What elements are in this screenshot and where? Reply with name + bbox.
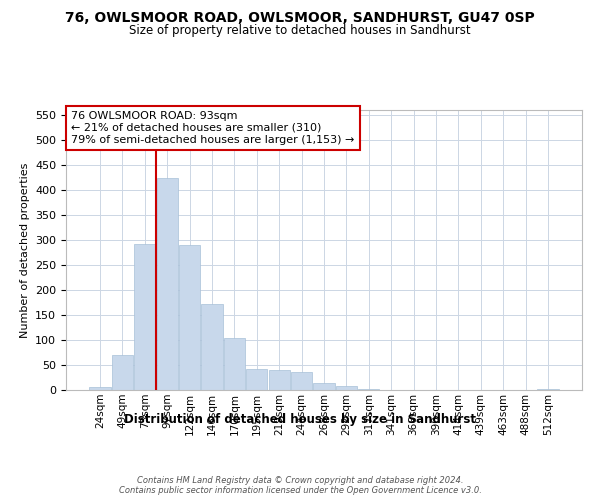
Bar xyxy=(358,388,379,390)
Bar xyxy=(224,338,245,390)
Bar xyxy=(157,178,178,390)
Text: 76 OWLSMOOR ROAD: 93sqm
← 21% of detached houses are smaller (310)
79% of semi-d: 76 OWLSMOOR ROAD: 93sqm ← 21% of detache… xyxy=(71,112,355,144)
Bar xyxy=(313,383,335,390)
Text: Contains HM Land Registry data © Crown copyright and database right 2024.
Contai: Contains HM Land Registry data © Crown c… xyxy=(119,476,481,495)
Bar xyxy=(336,386,357,390)
Bar xyxy=(246,368,268,390)
Bar xyxy=(89,386,111,390)
Bar xyxy=(179,245,200,390)
Text: Distribution of detached houses by size in Sandhurst: Distribution of detached houses by size … xyxy=(124,412,476,426)
Text: Size of property relative to detached houses in Sandhurst: Size of property relative to detached ho… xyxy=(129,24,471,37)
Bar xyxy=(134,244,155,390)
Bar xyxy=(537,389,559,390)
Y-axis label: Number of detached properties: Number of detached properties xyxy=(20,162,29,338)
Bar xyxy=(202,304,223,390)
Text: 76, OWLSMOOR ROAD, OWLSMOOR, SANDHURST, GU47 0SP: 76, OWLSMOOR ROAD, OWLSMOOR, SANDHURST, … xyxy=(65,11,535,25)
Bar xyxy=(291,372,312,390)
Bar xyxy=(112,355,133,390)
Bar xyxy=(269,370,290,390)
